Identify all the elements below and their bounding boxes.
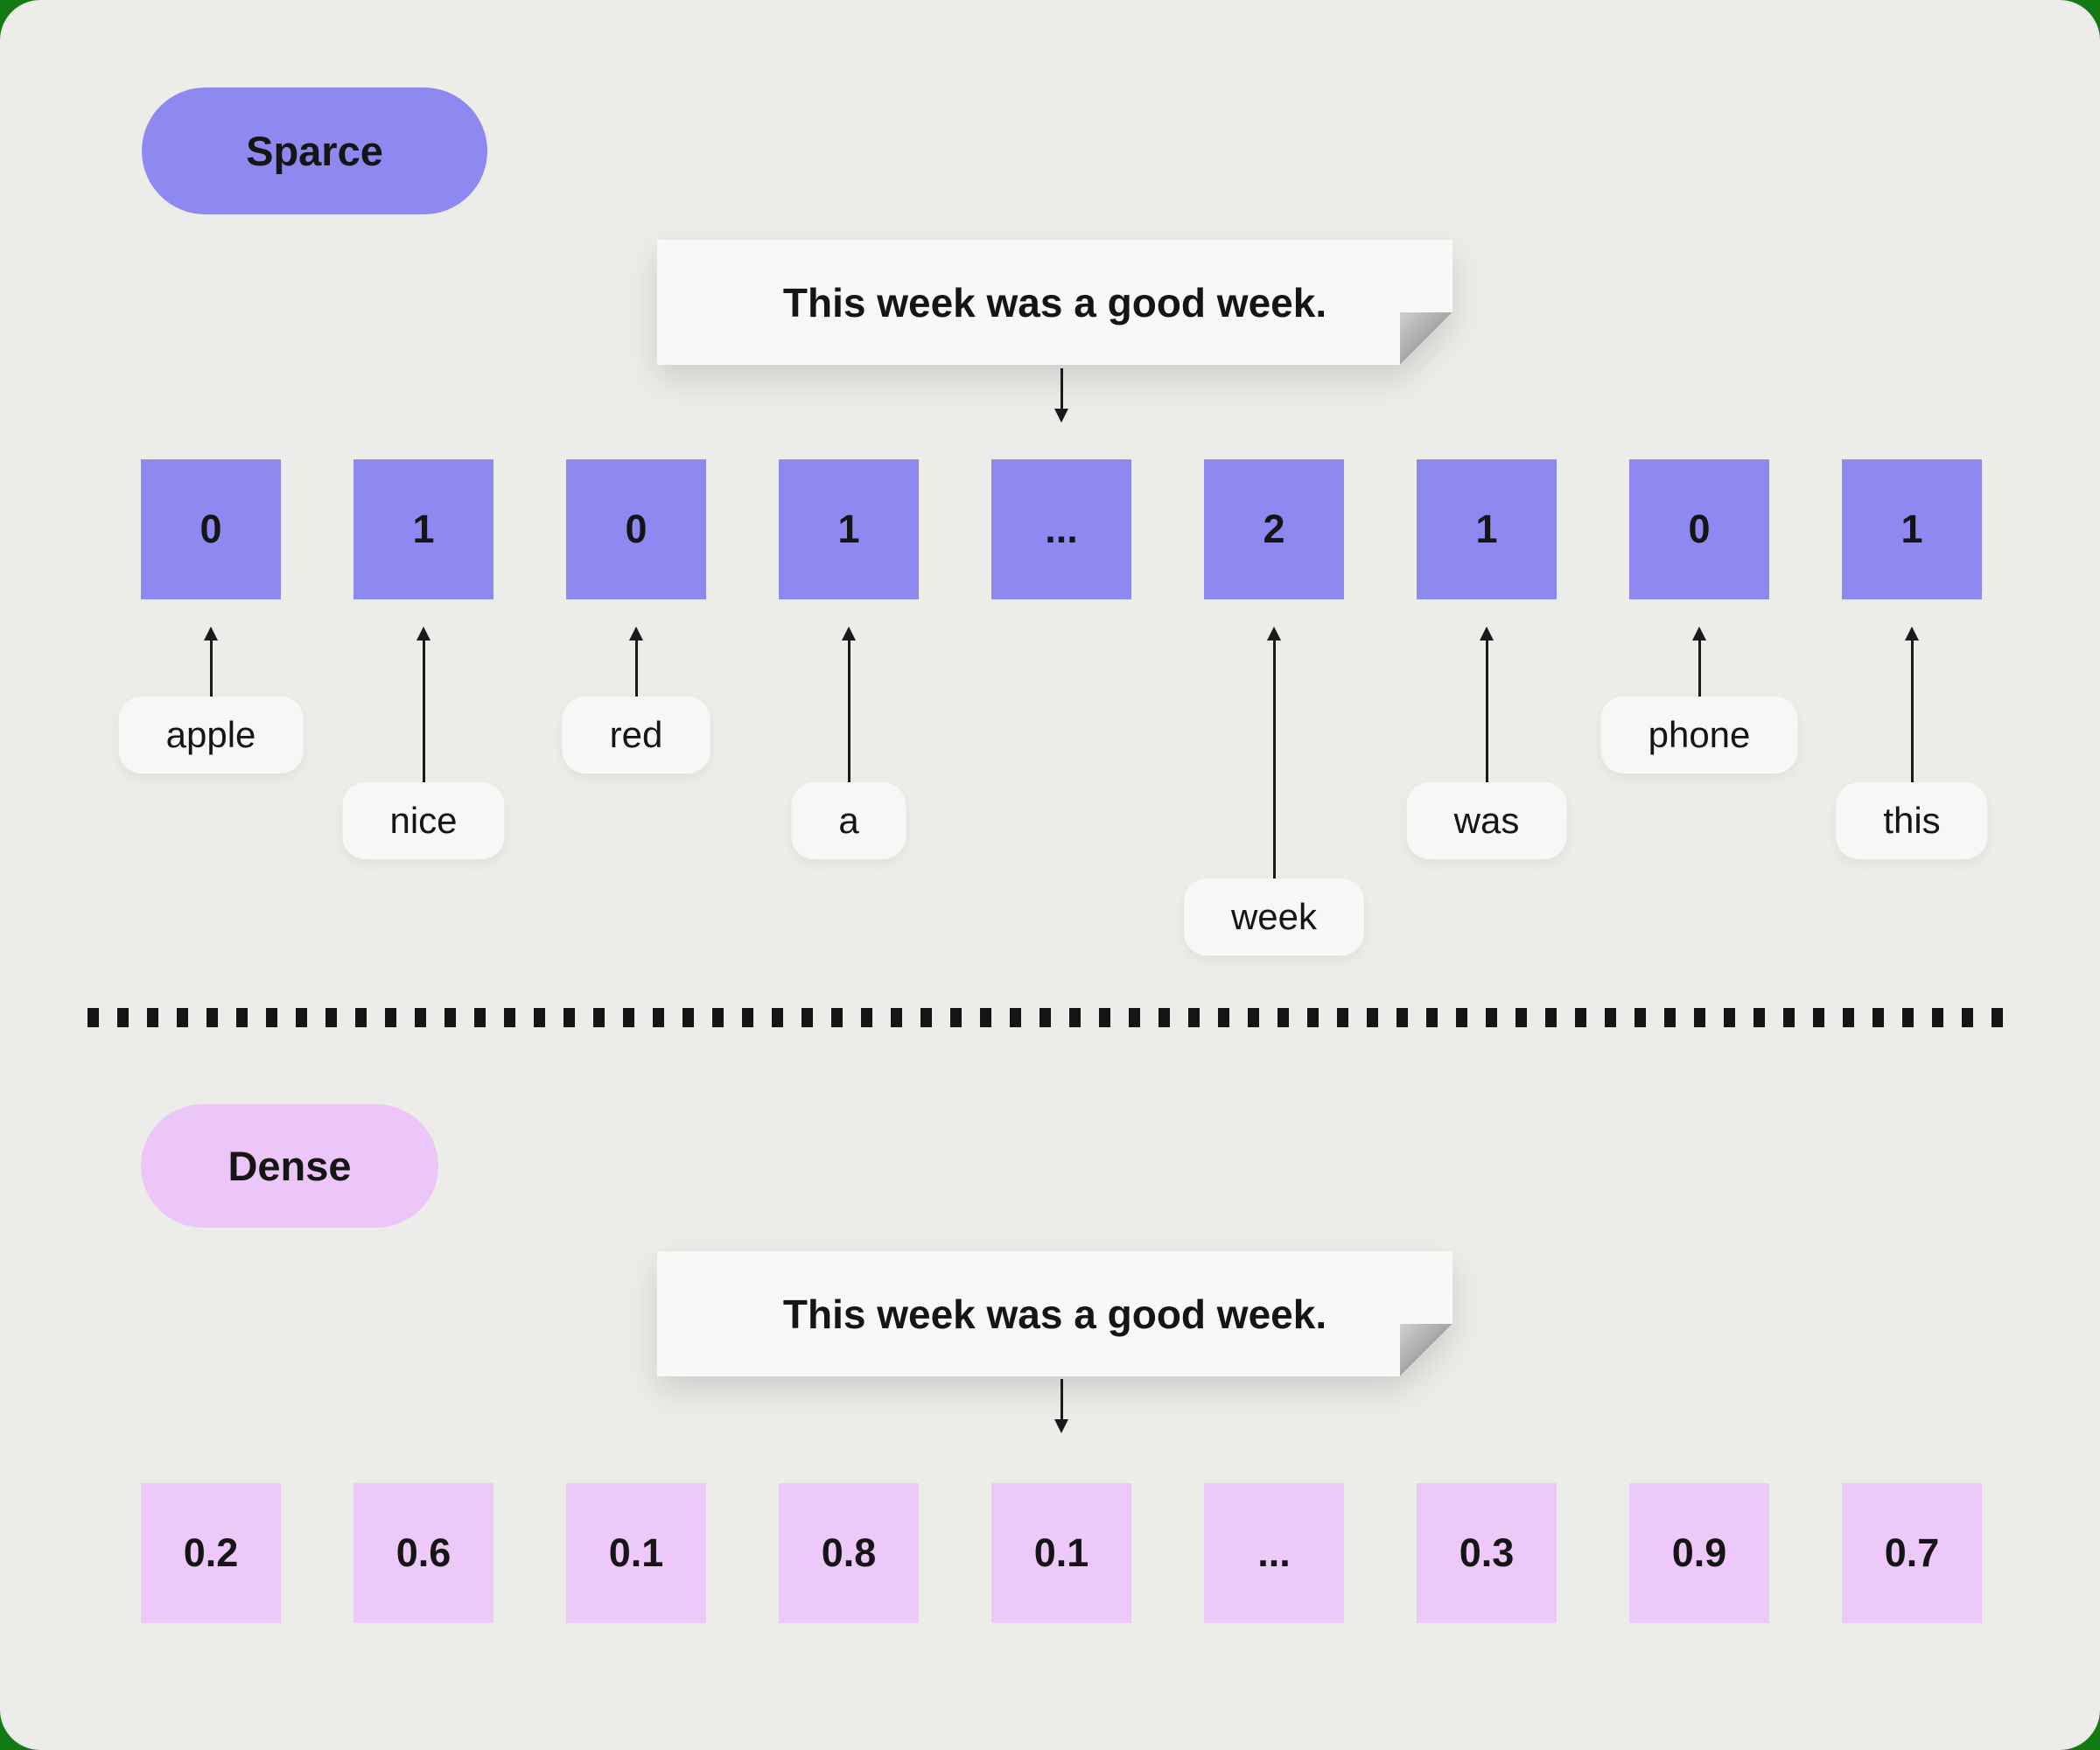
note-fold: [1400, 312, 1452, 365]
word-label-apple: apple: [118, 696, 304, 774]
up-arrow: [629, 626, 643, 702]
dense-cell: 0.7: [1842, 1483, 1982, 1623]
up-arrow: [204, 626, 218, 702]
word-label-red: red: [562, 696, 710, 774]
dashed-divider: [88, 1008, 2012, 1027]
sparse-cell: 0: [141, 459, 281, 599]
dense-cell: 0.9: [1629, 1483, 1769, 1623]
dense-sentence-note: This week was a good week.: [657, 1251, 1452, 1376]
dense-tag: Dense: [141, 1104, 438, 1228]
word-label-this: this: [1836, 782, 1988, 859]
dense-cell-ellipsis: ...: [1204, 1483, 1344, 1623]
dense-vector-row: 0.2 0.6 0.1 0.8 0.1 ... 0.3 0.9 0.7: [141, 1483, 1982, 1623]
up-arrow: [1267, 626, 1281, 884]
note-fold: [1400, 1324, 1452, 1376]
word-label-nice: nice: [342, 782, 505, 859]
sparse-cell: 2: [1204, 459, 1344, 599]
word-label-week: week: [1183, 878, 1365, 956]
sparse-cell: 1: [779, 459, 919, 599]
up-arrow: [416, 626, 430, 788]
dense-cell: 0.1: [566, 1483, 706, 1623]
sentence-text: This week was a good week.: [782, 279, 1327, 326]
sparse-tag: Sparce: [142, 88, 487, 214]
dense-cell: 0.1: [991, 1483, 1131, 1623]
sparse-sentence-note: This week was a good week.: [657, 240, 1452, 365]
sparse-cell: 0: [566, 459, 706, 599]
up-arrow: [842, 626, 856, 788]
up-arrow: [1480, 626, 1494, 788]
sparse-cell: 1: [1417, 459, 1557, 599]
word-label-a: a: [791, 782, 906, 859]
sparse-vector-row: 0 1 0 1 ... 2 1 0 1: [141, 459, 1982, 599]
up-arrow: [1905, 626, 1919, 788]
dense-cell: 0.3: [1417, 1483, 1557, 1623]
sparse-cell: 0: [1629, 459, 1769, 599]
sparse-cell: 1: [1842, 459, 1982, 599]
sparse-cell: 1: [354, 459, 494, 599]
sentence-text: This week was a good week.: [782, 1291, 1327, 1337]
sentence-card: This week was a good week.: [657, 1251, 1452, 1376]
sentence-card: This week was a good week.: [657, 240, 1452, 365]
dense-cell: 0.8: [779, 1483, 919, 1623]
word-label-was: was: [1406, 782, 1567, 859]
sparse-cell-ellipsis: ...: [991, 459, 1131, 599]
down-arrow: [1054, 1379, 1068, 1433]
down-arrow: [1054, 368, 1068, 423]
up-arrow: [1692, 626, 1706, 702]
word-label-phone: phone: [1600, 696, 1798, 774]
dense-cell: 0.2: [141, 1483, 281, 1623]
dense-cell: 0.6: [354, 1483, 494, 1623]
